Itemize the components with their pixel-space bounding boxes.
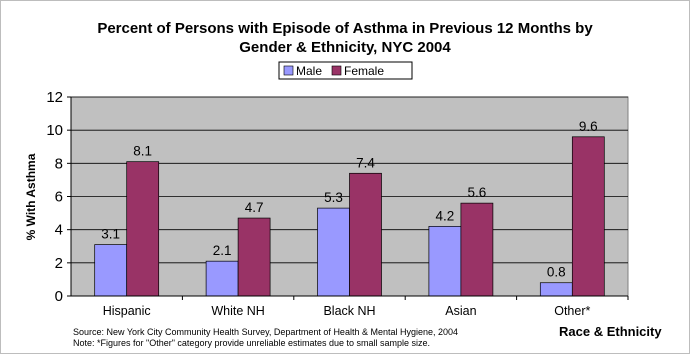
y-tick-label: 8 (55, 155, 63, 172)
bar-male (205, 260, 239, 297)
data-label: 5.6 (468, 185, 487, 200)
data-label: 0.8 (547, 265, 566, 280)
y-tick-label: 12 (46, 89, 63, 106)
legend-swatch-male (283, 65, 294, 76)
x-category-label: Hispanic (103, 304, 151, 318)
footnote: Note: *Figures for "Other" category prov… (73, 338, 430, 348)
bar-female (571, 136, 605, 297)
data-label: 5.3 (324, 190, 343, 205)
data-label: 8.1 (133, 144, 152, 159)
x-category-label: Other* (554, 304, 590, 318)
source-note: Source: New York City Community Health S… (73, 327, 458, 337)
bar-male (317, 207, 350, 297)
legend-label-male: Male (296, 64, 322, 78)
bar-female (349, 172, 382, 297)
data-label: 3.1 (101, 227, 120, 242)
data-labels: 3.1 8.1 2.1 4.7 5.3 7.4 4.2 5.6 0.8 9.6 (101, 119, 597, 280)
bar-male (428, 226, 462, 297)
data-label: 4.7 (245, 200, 264, 215)
bar-female (126, 161, 160, 297)
y-axis-label: % With Asthma (24, 153, 38, 240)
chart-subtitle: Gender & Ethnicity, NYC 2004 (239, 39, 451, 56)
bars (94, 136, 605, 297)
x-category-label: Asian (445, 304, 476, 318)
bar-male (94, 244, 128, 297)
bar-female (460, 202, 494, 297)
y-tick-label: 4 (55, 222, 63, 239)
legend-label-female: Female (344, 64, 384, 78)
y-axis-ticks: 0 2 4 6 8 10 12 (46, 89, 71, 305)
y-tick-label: 10 (46, 122, 63, 139)
x-category-label: White NH (211, 304, 264, 318)
chart-title: Percent of Persons with Episode of Asthm… (97, 20, 593, 37)
legend: Male Female (278, 61, 413, 80)
legend-swatch-female (331, 65, 342, 76)
bar-female (237, 217, 271, 297)
data-label: 9.6 (579, 119, 598, 134)
data-label: 2.1 (213, 243, 232, 258)
data-label: 4.2 (436, 208, 455, 223)
y-tick-label: 0 (55, 288, 63, 305)
y-tick-label: 6 (55, 189, 63, 206)
x-axis-categories: Hispanic White NH Black NH Asian Other* (103, 296, 629, 318)
data-label: 7.4 (356, 155, 375, 170)
x-axis-label: Race & Ethnicity (559, 324, 662, 339)
legend-box (278, 61, 413, 80)
x-category-label: Black NH (323, 304, 375, 318)
bar-male (539, 282, 573, 297)
y-tick-label: 2 (55, 255, 63, 272)
